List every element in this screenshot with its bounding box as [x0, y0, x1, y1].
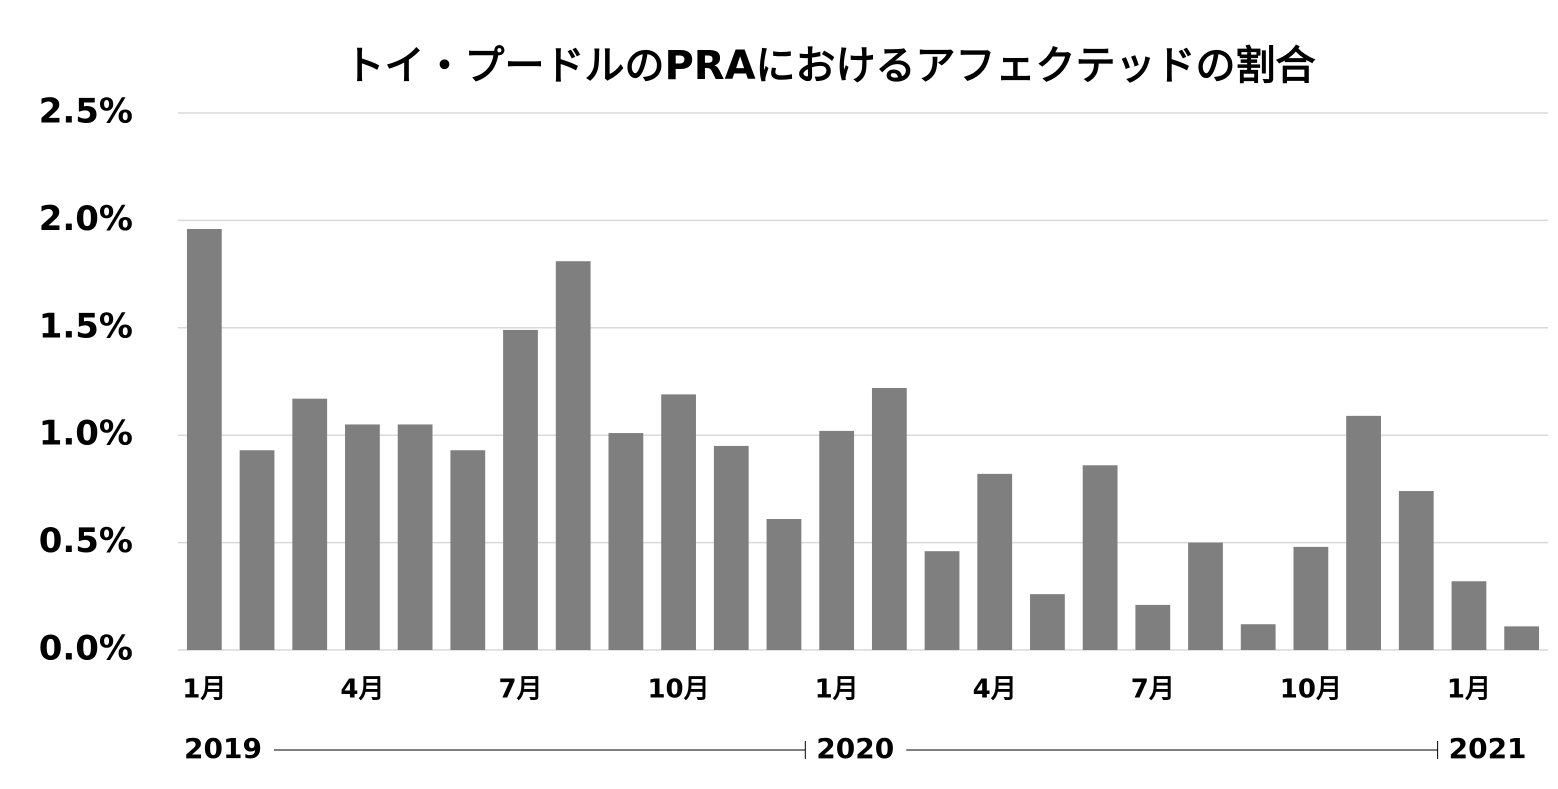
group-label: 2020 [816, 732, 894, 765]
bar [713, 445, 749, 650]
bar [186, 228, 222, 650]
y-tick-label: 0.5% [39, 521, 133, 561]
bar [345, 424, 380, 650]
bar [239, 450, 275, 650]
bar [555, 261, 591, 650]
y-tick-label: 1.5% [39, 306, 133, 346]
group-label: 2021 [1449, 732, 1527, 765]
chart-title: トイ・プードルのPRAにおけるアフェクテッドの割合 [344, 43, 1315, 89]
bar [1504, 626, 1540, 650]
bar [661, 394, 696, 650]
bar [1398, 491, 1434, 650]
bar [1293, 546, 1329, 650]
bar [1082, 465, 1118, 650]
group-label: 2019 [184, 732, 262, 765]
bar [977, 473, 1013, 650]
bar [1188, 542, 1223, 650]
bar [450, 450, 486, 650]
bar [1240, 624, 1276, 650]
bar [1451, 581, 1487, 650]
bar [871, 387, 907, 650]
x-tick-label: 1月 [1447, 675, 1491, 705]
bar [292, 398, 328, 650]
x-tick-label: 10月 [647, 675, 709, 705]
bar [924, 551, 960, 650]
bar [1030, 594, 1065, 650]
x-tick-label: 4月 [973, 675, 1017, 705]
bar [608, 433, 644, 650]
bar [1135, 604, 1171, 650]
bar [819, 430, 855, 650]
x-tick-label: 1月 [182, 675, 226, 705]
y-tick-label: 1.0% [39, 414, 133, 454]
x-tick-label: 10月 [1280, 675, 1342, 705]
x-tick-label: 7月 [1131, 675, 1175, 705]
bar [1346, 415, 1381, 650]
x-tick-label: 1月 [815, 675, 859, 705]
y-tick-label: 2.0% [39, 199, 133, 239]
y-tick-label: 2.5% [39, 92, 133, 132]
bar [766, 518, 802, 650]
x-tick-label: 4月 [340, 675, 384, 705]
y-tick-label: 0.0% [39, 629, 133, 669]
x-tick-label: 7月 [498, 675, 542, 705]
bar [503, 329, 538, 650]
bar [397, 424, 433, 650]
